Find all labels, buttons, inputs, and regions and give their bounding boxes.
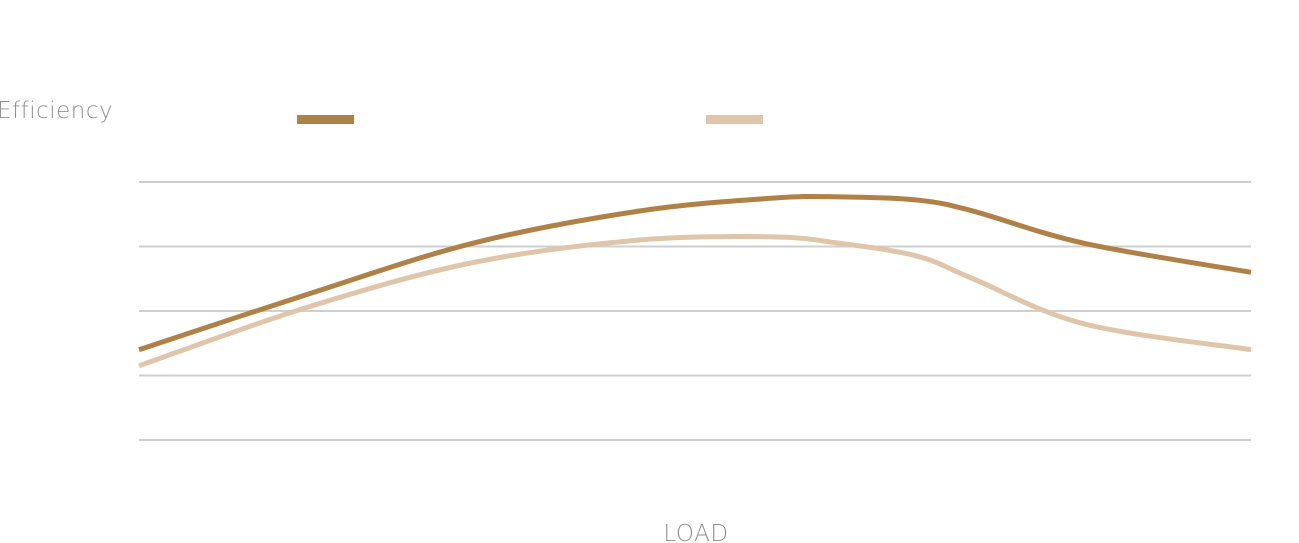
series-lines bbox=[138, 193, 1252, 369]
series-line-2 bbox=[138, 233, 1252, 369]
y-axis-label: Efficiency bbox=[0, 98, 113, 124]
x-axis-label: LOAD bbox=[663, 521, 728, 543]
gridlines bbox=[139, 181, 1251, 441]
series-line-1 bbox=[138, 193, 1252, 353]
legend-swatch-2 bbox=[706, 115, 763, 124]
legend-swatch-1 bbox=[297, 115, 354, 124]
legend bbox=[297, 115, 763, 124]
